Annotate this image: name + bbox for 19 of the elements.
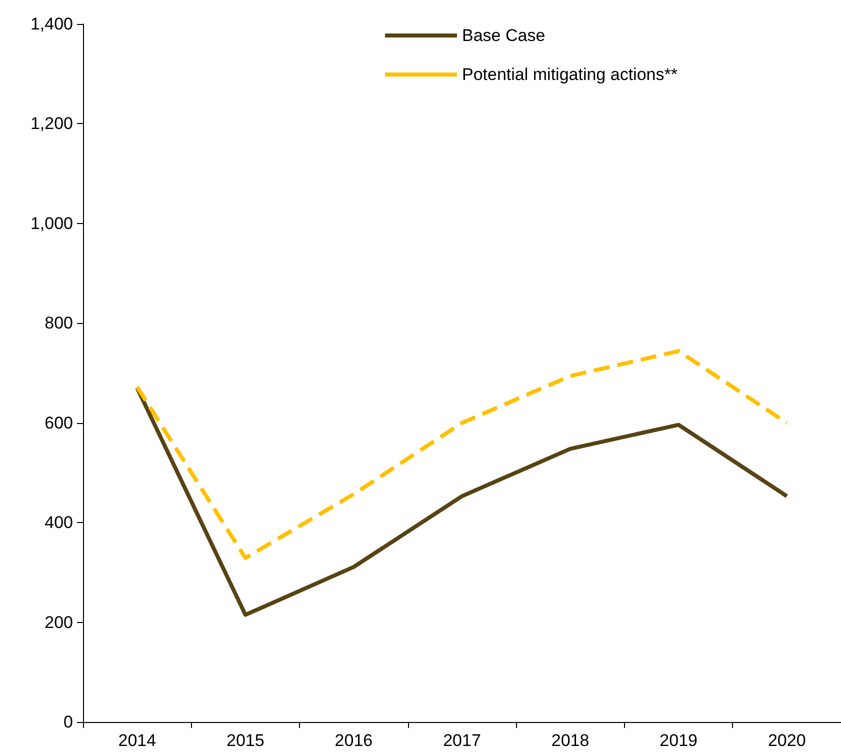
y-tick-label: 1,000 [30, 214, 73, 233]
legend-label: Base Case [462, 26, 546, 45]
x-tick-label: 2019 [660, 731, 698, 750]
y-tick-label: 200 [44, 612, 73, 632]
y-tick-label: 800 [44, 314, 73, 333]
y-tick-label: 0 [64, 712, 73, 732]
x-tick-label: 2016 [334, 731, 373, 750]
x-tick-label: 2014 [118, 731, 156, 750]
y-tick-label: 600 [44, 413, 73, 432]
y-tick-label: 1,200 [30, 114, 73, 134]
line-series [135, 349, 789, 560]
x-tick-label: 2017 [443, 731, 481, 750]
x-tick-label: 2020 [768, 731, 806, 750]
y-tick-label: 400 [44, 513, 73, 532]
x-tick-label: 2015 [226, 731, 264, 750]
x-tick-label: 2018 [551, 731, 590, 750]
y-tick-label: 1,400 [30, 14, 73, 34]
line-series [135, 386, 789, 617]
legend-label: Potential mitigating actions** [462, 65, 678, 84]
